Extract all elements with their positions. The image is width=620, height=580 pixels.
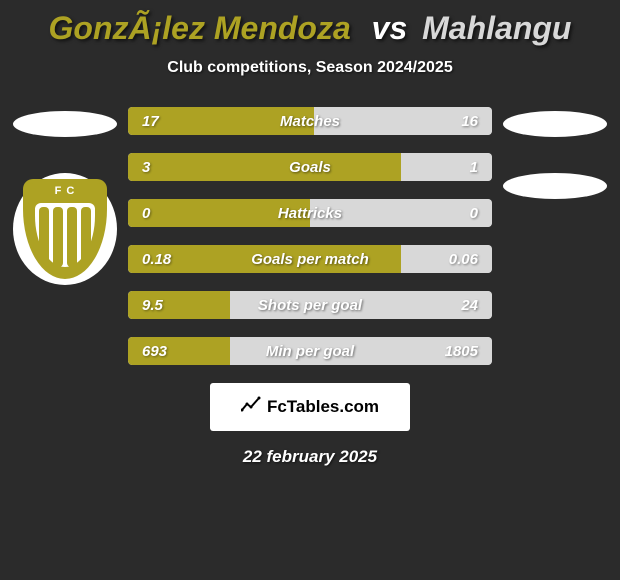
right-side (496, 107, 614, 365)
stat-label: Hattricks (128, 205, 492, 222)
player1-ellipse (13, 111, 117, 137)
badge-fc-text: F C (27, 185, 103, 197)
player1-name: GonzÃ¡lez Mendoza (49, 10, 351, 46)
player2-ellipse-2 (503, 173, 607, 199)
subtitle: Club competitions, Season 2024/2025 (0, 59, 620, 77)
footer-date: 22 february 2025 (0, 447, 620, 467)
stat-row: 31Goals (128, 153, 492, 181)
player1-club-badge: F C (13, 173, 117, 285)
left-side: F C (6, 107, 124, 365)
stat-row: 1716Matches (128, 107, 492, 135)
stat-label: Goals (128, 159, 492, 176)
stat-label: Matches (128, 113, 492, 130)
page-title: GonzÃ¡lez Mendoza vs Mahlangu (0, 0, 620, 47)
stat-label: Min per goal (128, 343, 492, 360)
stat-row: 6931805Min per goal (128, 337, 492, 365)
player2-ellipse-1 (503, 111, 607, 137)
badge-stripes (35, 203, 95, 267)
stat-row: 00Hattricks (128, 199, 492, 227)
footer-logo[interactable]: FcTables.com (210, 383, 410, 431)
footer-logo-text: FcTables.com (267, 397, 379, 417)
stat-row: 9.524Shots per goal (128, 291, 492, 319)
player2-name: Mahlangu (422, 10, 571, 46)
stat-label: Goals per match (128, 251, 492, 268)
chart-icon (241, 396, 261, 419)
stats-container: 1716Matches 31Goals 00Hattricks 0.180.06Goa… (124, 107, 496, 365)
stat-row: 0.180.06Goals per match (128, 245, 492, 273)
vs-text: vs (372, 10, 408, 46)
stat-label: Shots per goal (128, 297, 492, 314)
